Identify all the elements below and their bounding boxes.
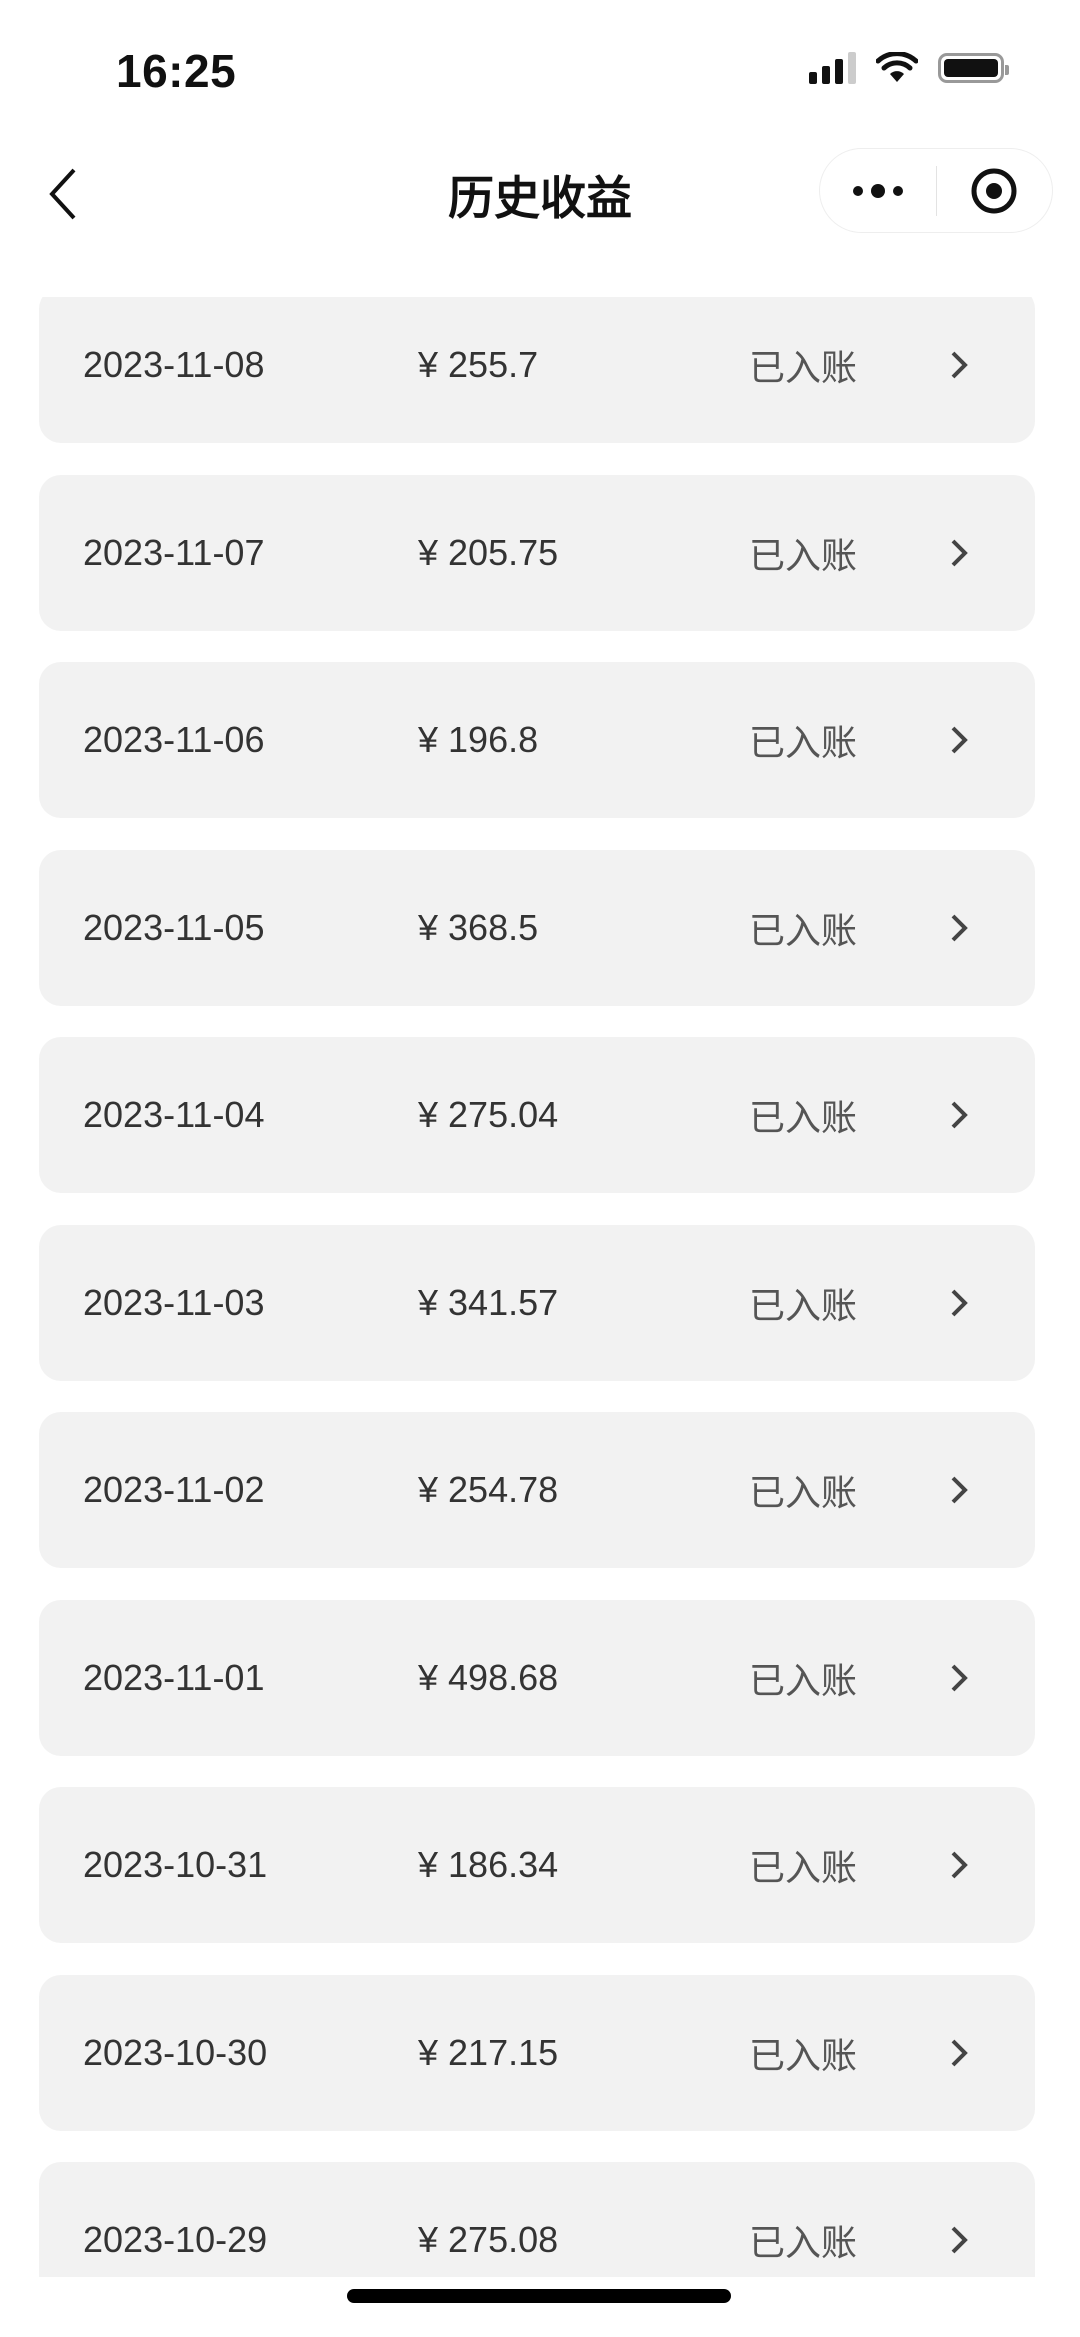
chevron-right-icon [947, 535, 971, 571]
row-date: 2023-11-01 [83, 1656, 265, 1698]
row-status: 已入账 [749, 2222, 858, 2263]
navigation-bar: 历史收益 [0, 140, 1080, 297]
row-amount: ¥ 186.34 [418, 1844, 559, 1885]
row-date: 2023-11-04 [83, 1094, 265, 1135]
chevron-right-icon [947, 910, 971, 946]
earnings-row[interactable]: 2023-10-29 ¥ 275.08 已入账 [39, 2162, 1035, 2277]
chevron-right-icon [947, 1285, 971, 1321]
capsule-divider [935, 165, 937, 216]
close-button[interactable] [937, 149, 1053, 232]
chevron-right-icon [947, 722, 971, 758]
row-status: 已入账 [749, 534, 858, 576]
row-status: 已入账 [749, 347, 858, 388]
row-amount: ¥ 368.5 [418, 906, 539, 948]
row-date: 2023-10-31 [83, 1844, 268, 1885]
earnings-row[interactable]: 2023-11-06 ¥ 196.8 已入账 [39, 662, 1035, 818]
battery-icon [938, 53, 1009, 83]
back-button[interactable] [44, 166, 84, 222]
row-status: 已入账 [749, 1659, 858, 1701]
row-date: 2023-11-08 [83, 344, 265, 385]
earnings-row[interactable]: 2023-11-08 ¥ 255.7 已入账 [39, 297, 1035, 443]
row-date: 2023-10-30 [83, 2031, 268, 2073]
row-date: 2023-11-06 [83, 719, 265, 760]
system-icons [809, 52, 1009, 84]
row-amount: ¥ 341.57 [418, 1281, 559, 1323]
page-title: 历史收益 [448, 172, 632, 224]
earnings-row[interactable]: 2023-11-05 ¥ 368.5 已入账 [39, 849, 1035, 1006]
earnings-row[interactable]: 2023-10-30 ¥ 217.15 已入账 [39, 1974, 1035, 2131]
earnings-list[interactable]: 2023-11-08 ¥ 255.7 已入账 2023-11-07 ¥ 205.75 已入… [0, 297, 1080, 2277]
row-status: 已入账 [749, 2034, 858, 2076]
chevron-right-icon [947, 1472, 971, 1508]
row-amount: ¥ 217.15 [418, 2031, 559, 2073]
row-amount: ¥ 254.78 [418, 1469, 559, 1510]
row-amount: ¥ 205.75 [418, 531, 559, 573]
row-date: 2023-11-07 [83, 531, 265, 573]
more-dots-icon [852, 183, 903, 198]
chevron-right-icon [947, 1660, 971, 1696]
row-amount: ¥ 498.68 [418, 1656, 559, 1698]
row-amount: ¥ 275.08 [418, 2219, 559, 2260]
status-bar: 16:25 [0, 0, 1080, 140]
wifi-icon [876, 52, 918, 82]
chevron-left-icon [49, 168, 76, 220]
row-amount: ¥ 255.7 [418, 344, 539, 385]
row-date: 2023-10-29 [83, 2219, 268, 2260]
target-circle-icon [971, 168, 1017, 213]
row-status: 已入账 [749, 1847, 858, 1888]
chevron-right-icon [947, 347, 971, 383]
row-status: 已入账 [749, 1097, 858, 1138]
row-status: 已入账 [749, 722, 858, 763]
earnings-row[interactable]: 2023-11-07 ¥ 205.75 已入账 [39, 474, 1035, 631]
row-date: 2023-11-05 [83, 906, 265, 948]
status-time: 16:25 [116, 45, 237, 97]
earnings-row[interactable]: 2023-11-04 ¥ 275.04 已入账 [39, 1037, 1035, 1193]
chevron-right-icon [947, 2222, 971, 2258]
cellular-signal-icon [809, 52, 856, 84]
chevron-right-icon [947, 1847, 971, 1883]
row-date: 2023-11-02 [83, 1469, 265, 1510]
chevron-right-icon [947, 2035, 971, 2071]
row-status: 已入账 [749, 1472, 858, 1513]
chevron-right-icon [947, 1097, 971, 1133]
earnings-row[interactable]: 2023-11-03 ¥ 341.57 已入账 [39, 1224, 1035, 1381]
row-status: 已入账 [749, 1284, 858, 1326]
mini-program-capsule [819, 148, 1053, 233]
home-indicator[interactable] [347, 2289, 731, 2303]
row-amount: ¥ 275.04 [418, 1094, 559, 1135]
earnings-row[interactable]: 2023-10-31 ¥ 186.34 已入账 [39, 1787, 1035, 1943]
more-button[interactable] [820, 149, 936, 232]
row-status: 已入账 [749, 909, 858, 951]
earnings-row[interactable]: 2023-11-02 ¥ 254.78 已入账 [39, 1412, 1035, 1568]
earnings-row[interactable]: 2023-11-01 ¥ 498.68 已入账 [39, 1599, 1035, 1756]
row-date: 2023-11-03 [83, 1281, 265, 1323]
row-amount: ¥ 196.8 [418, 719, 539, 760]
